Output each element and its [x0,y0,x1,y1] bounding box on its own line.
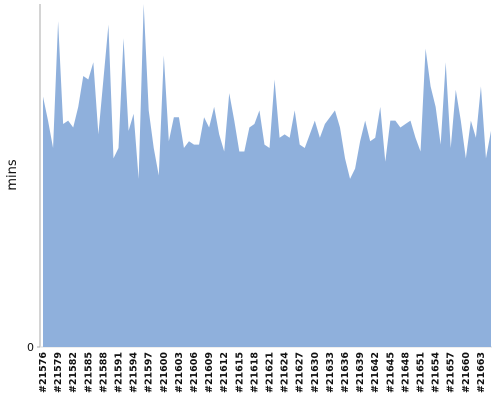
x-tick-label: #21654 [431,352,442,393]
x-tick-label: #21582 [68,352,79,393]
x-tick-label: #21627 [295,352,306,393]
x-tick-label: #21636 [340,352,351,393]
x-tick-label: #21579 [53,352,64,393]
x-tick-label: #21621 [265,352,276,393]
x-tick-label: #21612 [219,352,230,393]
x-tick-label: #21609 [204,352,215,393]
x-tick-label: #21603 [174,352,185,393]
x-tick-label: #21651 [416,352,427,393]
y-tick-label: 0 [27,341,34,354]
x-tick-label: #21585 [83,352,94,393]
x-tick-label: #21597 [144,352,155,393]
x-tick-label: #21648 [400,352,411,393]
x-tick-label: #21639 [355,352,366,393]
x-tick-label: #21645 [385,352,396,393]
x-tick-label: #21576 [38,352,49,393]
x-tick-label: #21615 [234,352,245,393]
x-tick-label: #21618 [249,352,260,393]
x-tick-label: #21663 [476,352,487,393]
x-tick-label: #21660 [461,352,472,393]
x-tick-label: #21588 [98,352,109,393]
x-tick-label: #21642 [370,352,381,393]
x-tick-label: #21594 [129,352,140,393]
x-tick-label: #21630 [310,352,321,393]
x-tick-label: #21633 [325,352,336,393]
x-tick-label: #21591 [114,352,125,393]
area [43,4,491,347]
x-tick-label: #21600 [159,352,170,393]
x-tick-label: #21606 [189,352,200,393]
y-axis-label: mins [5,159,20,191]
x-tick-label: #21624 [280,352,291,393]
x-tick-label: #21657 [446,352,457,393]
